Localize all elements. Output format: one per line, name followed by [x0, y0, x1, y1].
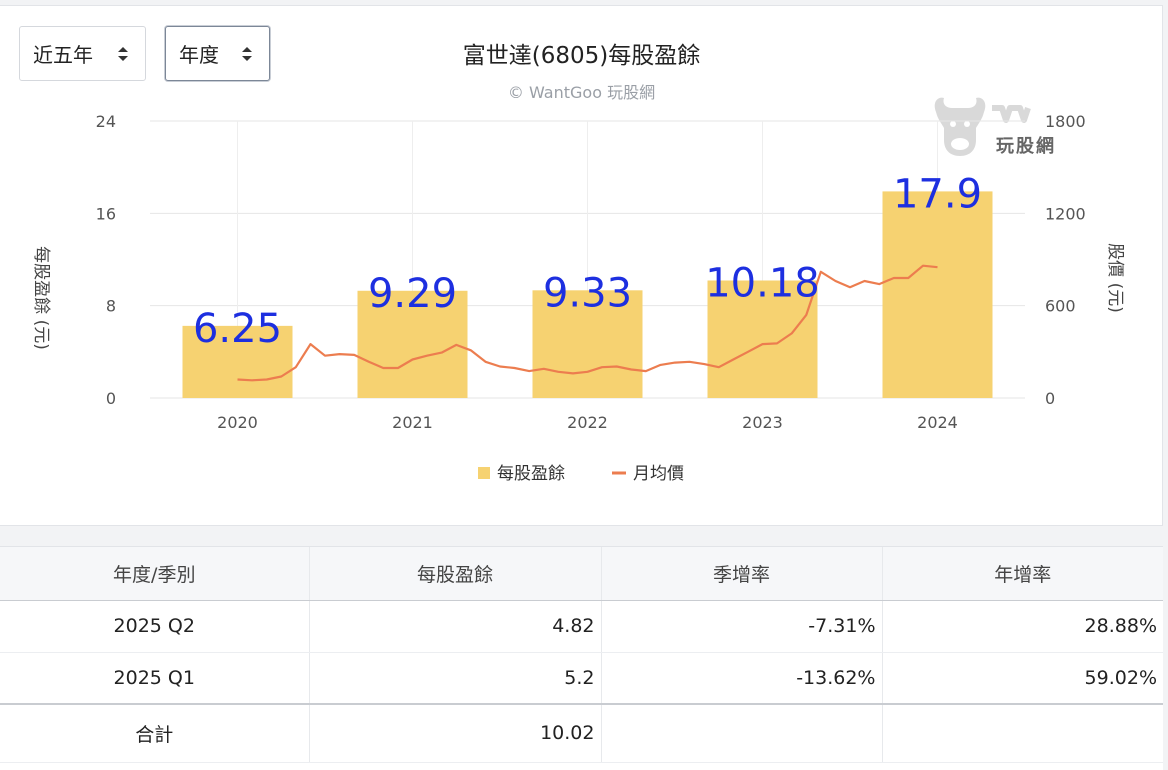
y-right-tick-label: 600: [1045, 297, 1076, 316]
table-header-row: 年度/季別 每股盈餘 季增率 年增率: [0, 547, 1163, 601]
eps-data-label: 17.9: [893, 171, 982, 217]
eps-data-label: 10.18: [705, 261, 820, 307]
eps-bar: [182, 325, 293, 398]
eps-bar: [532, 290, 643, 398]
eps-bar: [357, 290, 468, 398]
y-right-tick-label: 1200: [1045, 204, 1086, 223]
eps-chart: 0 8 16 24 0 600 1200 1800 2020 2021 2022 2023 2024 6.…: [31, 112, 1125, 484]
chart-credit: © WantGoo 玩股網: [507, 83, 656, 102]
chart-title: 富世達(6805)每股盈餘: [462, 43, 701, 69]
y-left-tick-label: 24: [96, 112, 116, 131]
header-eps[interactable]: 每股盈餘: [309, 547, 602, 601]
x-tick-label: 2022: [567, 413, 608, 432]
cell-empty: [882, 703, 1163, 763]
y-left-axis-label: 每股盈餘 (元): [31, 246, 51, 350]
x-tick-label: 2024: [917, 413, 958, 432]
cell-eps: 5.2: [309, 652, 602, 705]
period-select-value: 近五年: [33, 43, 93, 67]
cell-period: 2025 Q2: [0, 600, 310, 653]
price-line: [237, 264, 938, 382]
eps-bar: [882, 191, 993, 398]
header-period[interactable]: 年度/季別: [0, 547, 310, 601]
y-left-tick-label: 16: [96, 204, 116, 223]
cell-yoy: 28.88%: [882, 600, 1163, 653]
cell-total-eps: 10.02: [309, 703, 602, 763]
y-right-tick-label: 1800: [1045, 112, 1086, 131]
bull-logo-icon: [934, 97, 1031, 156]
cell-empty: [601, 703, 883, 763]
header-qoq[interactable]: 季增率: [601, 547, 883, 601]
type-select[interactable]: 年度: [165, 26, 270, 81]
eps-data-label: 6.25: [193, 306, 282, 352]
watermark-text: 玩股網: [996, 136, 1056, 157]
y-right-axis-label: 股價 (元): [1105, 243, 1125, 313]
legend-label-price: 月均價: [633, 464, 684, 484]
period-select[interactable]: 近五年: [19, 26, 146, 81]
sort-caret-icon: [118, 46, 128, 61]
cell-qoq: -13.62%: [601, 652, 883, 705]
x-tick-label: 2020: [217, 413, 258, 432]
x-tick-label: 2023: [742, 413, 783, 432]
eps-table-container: 年度/季別 每股盈餘 季增率 年增率 2025 Q2 4.82 -7.31% 2…: [0, 546, 1163, 770]
cell-qoq: -7.31%: [601, 600, 883, 653]
cell-period: 2025 Q1: [0, 652, 310, 705]
cell-eps: 4.82: [309, 600, 602, 653]
cell-yoy: 59.02%: [882, 652, 1163, 705]
eps-data-label: 9.33: [543, 270, 632, 316]
x-tick-label: 2021: [392, 413, 433, 432]
header-yoy[interactable]: 年增率: [882, 547, 1163, 601]
eps-bar: [707, 280, 818, 398]
sort-caret-icon: [242, 46, 252, 61]
eps-data-label: 9.29: [368, 271, 457, 317]
table-row: 2025 Q1 5.2 -13.62% 59.02%: [0, 652, 1163, 705]
table-row: 2025 Q2 4.82 -7.31% 28.88%: [0, 600, 1163, 653]
y-left-tick-label: 0: [106, 389, 116, 408]
legend-label-eps: 每股盈餘: [497, 464, 565, 484]
y-left-tick-label: 8: [106, 297, 116, 316]
table-total-row: 合計 10.02: [0, 703, 1163, 763]
cell-total-label: 合計: [0, 703, 310, 763]
y-right-tick-label: 0: [1045, 389, 1055, 408]
legend-swatch-eps: [478, 467, 490, 479]
eps-table: 年度/季別 每股盈餘 季增率 年增率 2025 Q2 4.82 -7.31% 2…: [0, 547, 1163, 763]
type-select-value: 年度: [179, 43, 219, 67]
